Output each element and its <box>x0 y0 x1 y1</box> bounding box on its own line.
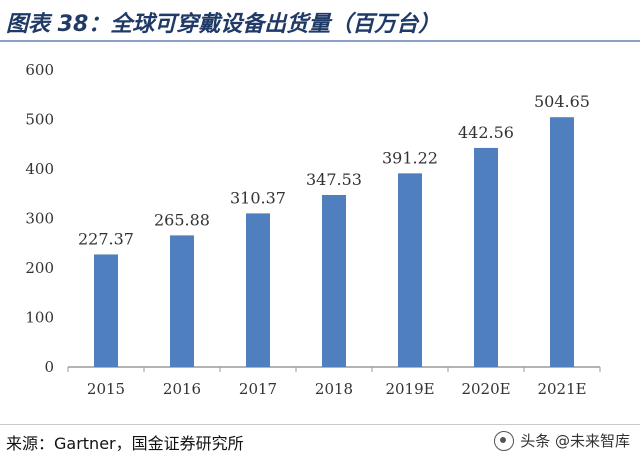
y-tick-label: 300 <box>25 210 54 228</box>
bar-2017 <box>246 213 270 367</box>
bar-2015 <box>94 254 118 367</box>
x-tick-label-2015: 2015 <box>87 380 125 398</box>
data-label-2016: 265.88 <box>154 210 210 229</box>
data-label-2020E: 442.56 <box>458 123 514 142</box>
y-tick-label: 500 <box>25 111 54 129</box>
bar-2018 <box>322 194 346 367</box>
page-title: 图表 38：全球可穿戴设备出货量（百万台） <box>6 12 441 37</box>
data-label-2019E: 391.22 <box>382 148 438 167</box>
data-label-2018: 347.53 <box>306 170 362 189</box>
watermark-logo-icon <box>494 430 515 451</box>
data-label-2017: 310.37 <box>230 188 286 207</box>
title-bar: 图表 38：全球可穿戴设备出货量（百万台） <box>0 0 640 42</box>
y-tick-label: 400 <box>25 160 54 178</box>
bar-2021E <box>550 117 574 368</box>
bar-2019E <box>398 173 422 367</box>
source-note: 来源：Gartner，国金证券研究所 <box>6 434 244 453</box>
y-tick-label: 0 <box>44 358 54 376</box>
data-label-2015: 227.37 <box>78 229 134 248</box>
bar-2016 <box>170 235 194 367</box>
footer-divider <box>0 424 640 425</box>
x-tick-label-2020E: 2020E <box>461 380 510 398</box>
x-tick-label-2021E: 2021E <box>537 380 586 398</box>
y-tick-label: 600 <box>25 61 54 79</box>
watermark: 头条 @未来智库 <box>494 430 630 451</box>
x-tick-label-2018: 2018 <box>315 380 353 398</box>
x-tick-label-2019E: 2019E <box>385 380 434 398</box>
data-label-2021E: 504.65 <box>534 92 590 111</box>
x-tick-label-2016: 2016 <box>163 380 201 398</box>
bar-chart: 0 100 200 300 400 500 600 227.37 2015 265.88 2016 3… <box>25 61 601 398</box>
watermark-text: 头条 @未来智库 <box>520 432 630 450</box>
y-tick-label: 100 <box>25 309 54 327</box>
bar-2020E <box>474 147 498 367</box>
title-divider <box>0 40 640 42</box>
y-tick-label: 200 <box>25 259 54 277</box>
x-tick-label-2017: 2017 <box>239 380 277 398</box>
